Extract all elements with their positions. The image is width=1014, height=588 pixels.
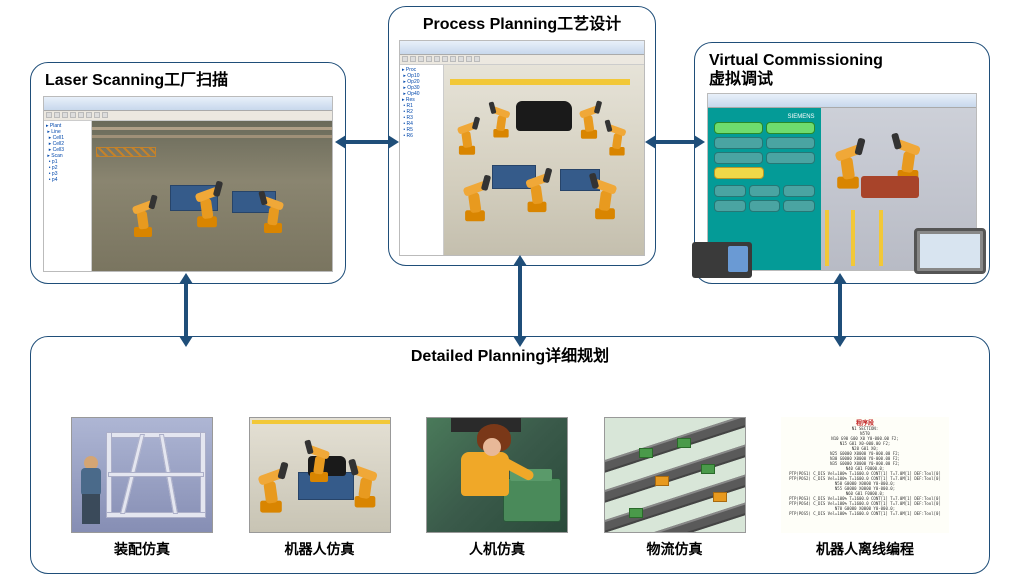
dp-item-assembly: 装配仿真 [71,417,213,559]
dp-item-robot: 机器人仿真 [249,417,391,559]
dp-thumb-code: 程序段N1 SECTION:N5T0N10 G90 G00 X0 Y0-000.… [781,417,949,533]
plc-icon [692,242,752,278]
dp-item-human: 人机仿真 [426,417,568,559]
node-laser-scanning: Laser Scanning工厂扫描 ▸ Plant ▸ Line ▸ Cell… [30,62,346,284]
node-detailed-planning: Detailed Planning详细规划 装配仿真 [30,336,990,574]
detailed-planning-items: 装配仿真 机器人仿真 [71,417,949,559]
dp-thumb-human [426,417,568,533]
process-planning-screenshot: ▸ Proc ▸ Op10 ▸ Op20 ▸ Op30 ▸ Op40▸ Res … [399,40,645,256]
virtual-commissioning-screenshot: SIEMENS [707,93,977,271]
node-virtual-commissioning: Virtual Commissioning 虚拟调试 SIEMENS [694,42,990,284]
vc-title-line2: 虚拟调试 [709,71,773,88]
siemens-logo: SIEMENS [714,114,815,120]
laser-scanning-title: Laser Scanning工厂扫描 [31,63,345,92]
dp-caption-logistics: 物流仿真 [604,539,746,559]
dp-item-logistics: 物流仿真 [604,417,746,559]
virtual-commissioning-title: Virtual Commissioning 虚拟调试 [695,43,989,89]
process-planning-title: Process Planning工艺设计 [389,7,655,36]
dp-caption-assembly: 装配仿真 [71,539,213,559]
dp-thumb-logistics [604,417,746,533]
dp-caption-code: 机器人离线编程 [781,539,949,559]
dp-thumb-assembly [71,417,213,533]
dp-item-code: 程序段N1 SECTION:N5T0N10 G90 G00 X0 Y0-000.… [781,417,949,559]
laser-scanning-screenshot: ▸ Plant ▸ Line ▸ Cell1 ▸ Cell2 ▸ Cell3 ▸… [43,96,333,272]
dp-caption-robot: 机器人仿真 [249,539,391,559]
node-process-planning: Process Planning工艺设计 ▸ Proc ▸ Op10 ▸ Op2… [388,6,656,266]
dp-caption-human: 人机仿真 [426,539,568,559]
dp-thumb-robot [249,417,391,533]
vc-title-line1: Virtual Commissioning [709,52,883,69]
hmi-monitor-icon [914,228,986,274]
